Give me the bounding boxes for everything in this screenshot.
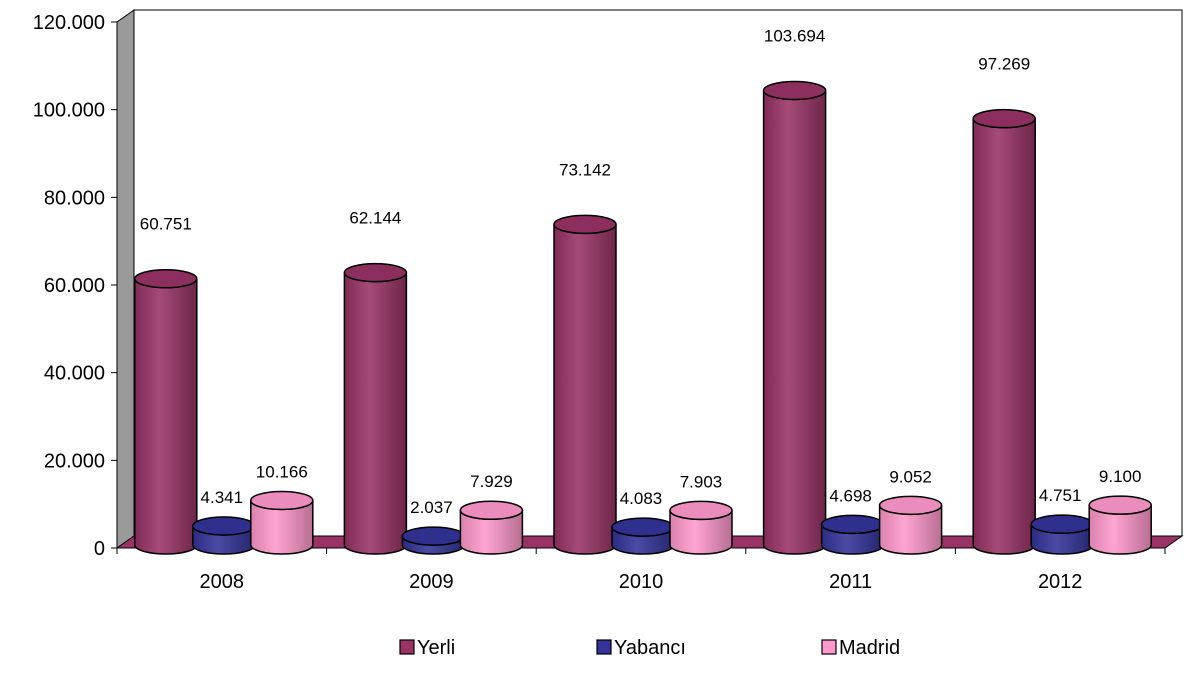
bar-top-yabanc-2012: [1030, 514, 1094, 534]
x-tick-label: 2009: [409, 571, 454, 593]
legend-label-madrid: Madrid: [839, 637, 900, 659]
bar-top-madrid-2009: [459, 500, 524, 520]
y-tick-label: 100.000: [33, 100, 105, 122]
data-label: 2.037: [410, 498, 453, 517]
legend-swatch-madrid: [821, 639, 837, 655]
y-tick-label: 80.000: [44, 187, 105, 209]
y-tick-label: 40.000: [44, 363, 105, 385]
bar-top-madrid-2012: [1088, 495, 1152, 515]
x-tick-label: 2011: [829, 571, 872, 593]
bar-top-yabanc-2008: [192, 516, 256, 536]
x-tick-label: 2008: [200, 571, 245, 593]
bar-yerli-2011: [762, 90, 827, 555]
data-label: 73.142: [559, 160, 611, 179]
y-tick-label: 20.000: [44, 450, 105, 472]
bar-top-madrid-2010: [669, 500, 733, 521]
x-tick-label: 2010: [619, 571, 664, 593]
legend-label-yabanc: Yabancı: [614, 637, 686, 659]
data-label: 9.100: [1099, 467, 1142, 486]
data-label: 7.929: [470, 472, 513, 491]
bar-top-madrid-2008: [250, 490, 314, 511]
bar-yerli-2008: [134, 278, 198, 555]
bar-top-yerli-2008: [134, 268, 198, 289]
bar-top-yabanc-2010: [611, 517, 675, 537]
legend-label-yerli: Yerli: [417, 637, 455, 659]
data-label: 62.144: [349, 209, 401, 228]
y-tick-label: 60.000: [44, 275, 105, 297]
bar-top-yerli-2012: [972, 108, 1036, 129]
data-label: 10.166: [256, 462, 308, 481]
data-label: 4.341: [201, 488, 244, 507]
bar-top-yabanc-2011: [820, 514, 885, 535]
legend-swatch-yerli: [399, 639, 415, 655]
y-tick-label: 120.000: [33, 12, 105, 34]
bar-yerli-2010: [553, 224, 617, 555]
bar-top-yabanc-2009: [401, 526, 466, 546]
data-label: 4.698: [829, 486, 872, 505]
data-label: 9.052: [889, 467, 932, 486]
data-label: 4.751: [1039, 486, 1082, 505]
bar-top-yerli-2009: [343, 262, 408, 283]
bar-top-yerli-2011: [762, 80, 827, 101]
plot-side-wall: [116, 9, 135, 549]
data-label: 4.083: [620, 489, 663, 508]
data-label: 97.269: [978, 55, 1030, 74]
bar-top-yerli-2010: [553, 214, 617, 235]
bar-yerli-2012: [972, 118, 1036, 555]
bar-top-madrid-2011: [878, 495, 943, 516]
data-label: 7.903: [680, 472, 723, 491]
y-tick-label: 0: [94, 538, 105, 560]
data-label: 60.751: [140, 215, 192, 234]
legend-swatch-yabanc: [596, 639, 612, 655]
data-label: 103.694: [764, 26, 825, 45]
x-tick-label: 2012: [1038, 571, 1083, 593]
bar-yerli-2009: [343, 272, 408, 555]
